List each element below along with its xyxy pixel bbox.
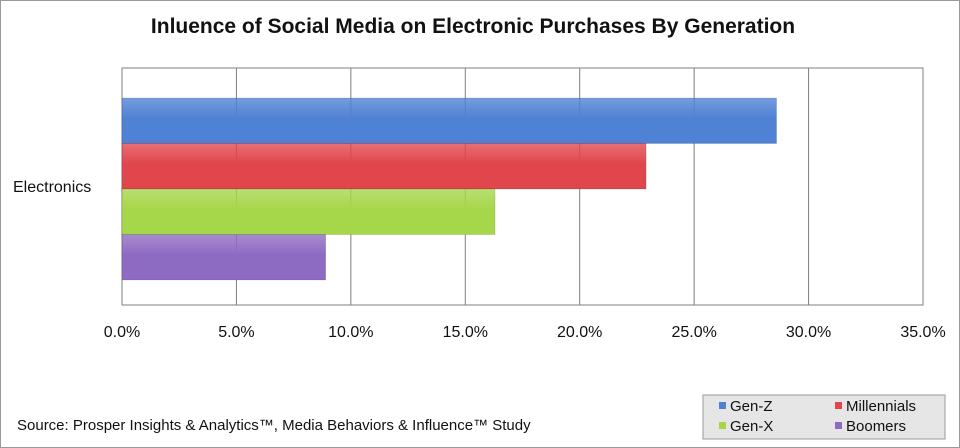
source-note: Source: Prosper Insights & Analytics™, M…: [17, 417, 531, 434]
x-axis-tick-labels: 0.0% 5.0% 10.0% 15.0% 20.0% 25.0% 30.0% 35.0%: [104, 324, 946, 341]
legend-swatch: [719, 422, 726, 429]
legend-swatch: [835, 402, 842, 409]
legend-swatch: [719, 402, 726, 409]
bar-boomers: [121, 234, 326, 281]
legend-label: Millennials: [846, 398, 916, 415]
category-label: Electronics: [13, 179, 91, 196]
bar-group: [121, 97, 777, 281]
x-tick-label: 25.0%: [671, 324, 716, 341]
legend-box: [702, 394, 946, 440]
bar-gen-x: [121, 188, 496, 235]
x-tick-label: 20.0%: [557, 324, 602, 341]
chart-title: Inluence of Social Media on Electronic P…: [151, 15, 795, 38]
x-tick-label: 5.0%: [218, 324, 254, 341]
x-tick-label: 30.0%: [786, 324, 831, 341]
x-tick-label: 0.0%: [104, 324, 140, 341]
category-labels: Electronics: [13, 179, 91, 196]
bar-millennials: [121, 143, 647, 190]
legend: Gen-Z Millennials Gen-X Boomers: [702, 394, 946, 440]
bar-gen-z: [121, 97, 777, 144]
x-tick-label: 35.0%: [900, 324, 945, 341]
legend-swatch: [835, 422, 842, 429]
x-tick-label: 15.0%: [443, 324, 488, 341]
legend-label: Boomers: [846, 418, 906, 435]
x-tick-label: 10.0%: [328, 324, 373, 341]
legend-label: Gen-Z: [730, 398, 773, 415]
legend-label: Gen-X: [730, 418, 773, 435]
